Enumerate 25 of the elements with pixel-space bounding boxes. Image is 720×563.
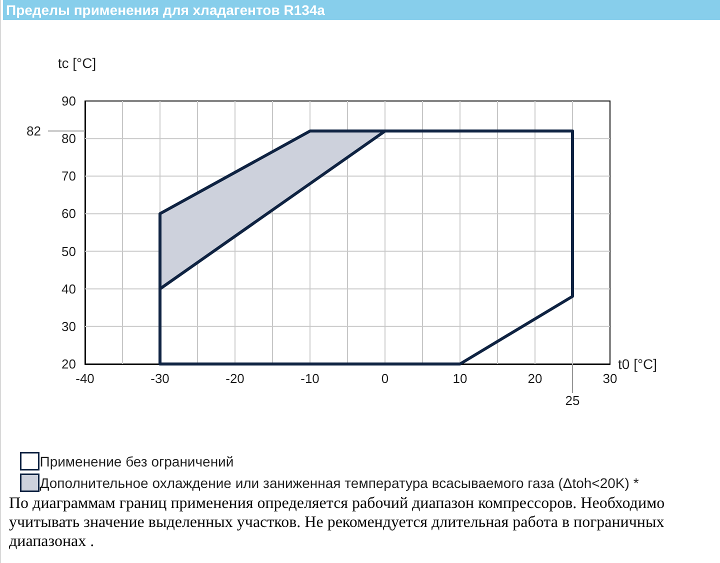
y-tick-label: 50 (62, 244, 76, 259)
legend-label: Применение без ограничений (40, 453, 234, 470)
y-tick-label: 80 (62, 131, 76, 146)
line-series (158, 130, 574, 366)
x-tick-label: 0 (381, 371, 389, 386)
ref-line-label: 25 (565, 393, 580, 408)
y-axis-title: tc [°C] (58, 55, 96, 71)
y-tick-label: 90 (62, 94, 76, 108)
x-tick-label: 20 (528, 371, 542, 386)
x-tick-label: -30 (150, 371, 170, 386)
x-tick-label: -40 (76, 371, 94, 386)
legend-label: Дополнительное охлаждение или заниженная температура всасываемого газа (Δtoh<20K) * (40, 474, 640, 491)
y-tick-label: 60 (62, 206, 76, 222)
ref-line-label: 82 (26, 124, 41, 139)
y-tick-label: 30 (62, 318, 76, 334)
text: По диаграммам границ применения определяется рабочий диапазон компрессоров. Необходимо учитывать значение выделенных участков. Не рекомендуется длительная работа в пограничных диапазонах . (9, 494, 666, 551)
x-tick-label: 30 (602, 371, 618, 386)
x-axis-title: t0 [°C] (618, 356, 658, 372)
x-tick-label: -20 (226, 371, 244, 386)
chart-title: Пределы применения для хладагентов R134a (3, 0, 720, 20)
y-tick-label: 20 (62, 356, 76, 372)
y-tick-label: 70 (62, 168, 76, 184)
y-tick-label: 40 (62, 281, 76, 296)
x-tick-label: -10 (300, 371, 320, 386)
x-tick-label: 10 (452, 371, 468, 386)
